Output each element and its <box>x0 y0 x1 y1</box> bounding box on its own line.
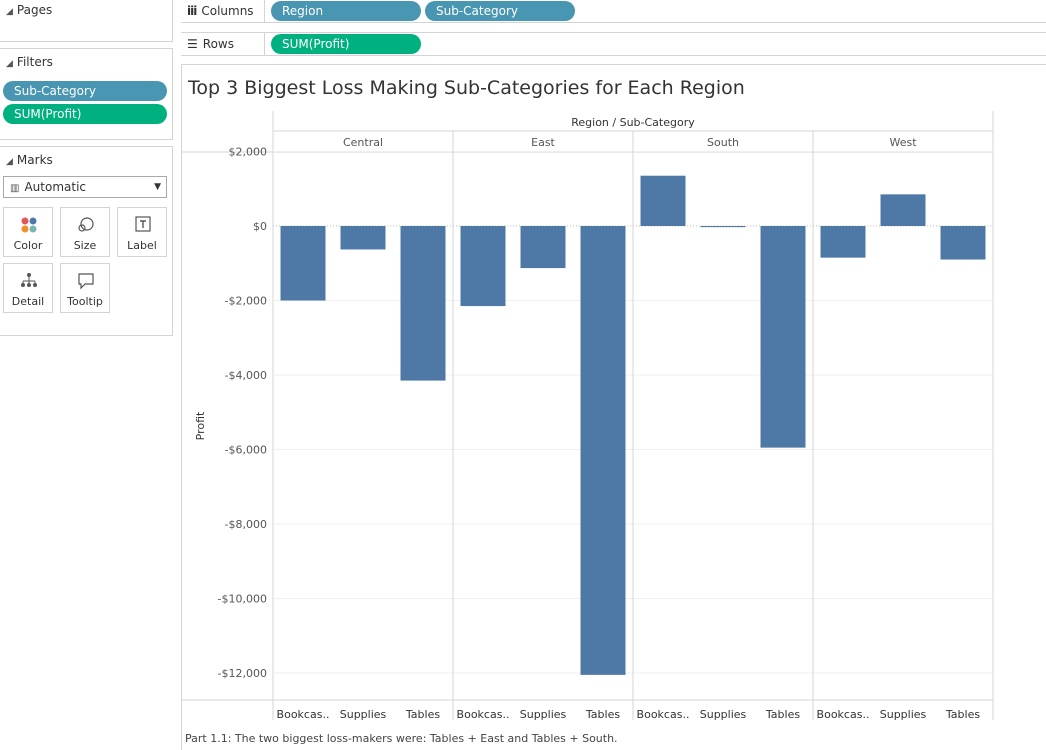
tooltip-icon <box>78 273 94 290</box>
caption-text: Part 1.1: The two biggest loss-makers we… <box>185 732 618 745</box>
filter-pill-sub-category[interactable]: Sub-Category <box>3 81 167 101</box>
columns-shelf[interactable]: iii Columns Region Sub-Category <box>181 0 1046 23</box>
marks-title: Marks <box>16 153 53 167</box>
columns-icon: iii <box>187 4 197 18</box>
marks-detail-button[interactable]: Detail <box>3 263 53 313</box>
columns-label-text: Columns <box>201 4 254 18</box>
pages-header[interactable]: ◢ Pages <box>0 0 172 20</box>
shelf-divider <box>264 33 265 55</box>
mark-type-dropdown[interactable]: ▥ Automatic ▼ <box>3 176 167 198</box>
chevron-down-icon: ▼ <box>154 182 161 192</box>
marks-label-label: Label <box>127 239 157 252</box>
rows-label-text: Rows <box>202 37 234 51</box>
columns-shelf-label: iii Columns <box>187 0 254 22</box>
filters-card: ◢ Filters Sub-Category SUM(Profit) <box>0 48 173 140</box>
pages-card: ◢ Pages <box>0 0 173 42</box>
chart-title: Top 3 Biggest Loss Making Sub-Categories… <box>188 77 745 99</box>
rows-shelf-label: ☰ Rows <box>187 33 234 55</box>
pages-title: Pages <box>16 3 53 17</box>
bar-chart-icon: ▥ <box>10 183 20 194</box>
columns-pill-region[interactable]: Region <box>271 1 421 21</box>
size-icon <box>78 217 94 232</box>
marks-header[interactable]: ◢ Marks <box>0 150 172 170</box>
marks-size-button[interactable]: Size <box>60 207 110 257</box>
collapse-caret-icon[interactable]: ◢ <box>6 59 13 69</box>
filters-header[interactable]: ◢ Filters <box>0 52 172 72</box>
filter-pill-sum-profit[interactable]: SUM(Profit) <box>3 104 167 124</box>
marks-label-button[interactable]: Label <box>117 207 167 257</box>
marks-size-label: Size <box>73 239 97 252</box>
filters-title: Filters <box>16 55 53 69</box>
rows-pill-sum-profit[interactable]: SUM(Profit) <box>271 34 421 54</box>
label-icon <box>135 216 151 232</box>
rows-icon: ☰ <box>187 37 198 51</box>
marks-color-button[interactable]: Color <box>3 207 53 257</box>
collapse-caret-icon[interactable]: ◢ <box>6 157 13 167</box>
mark-type-value: Automatic <box>24 180 86 194</box>
shelf-divider <box>264 0 265 22</box>
marks-tooltip-label: Tooltip <box>67 295 103 308</box>
marks-card: ◢ Marks ▥ Automatic ▼ Color Size Label Det… <box>0 146 173 336</box>
collapse-caret-icon[interactable]: ◢ <box>6 7 13 17</box>
detail-icon <box>21 273 37 287</box>
rows-shelf[interactable]: ☰ Rows SUM(Profit) <box>181 32 1046 56</box>
view-area <box>181 64 1046 750</box>
marks-color-label: Color <box>13 239 43 252</box>
columns-pill-sub-category[interactable]: Sub-Category <box>425 1 575 21</box>
marks-detail-label: Detail <box>11 295 45 308</box>
color-icon <box>21 217 37 233</box>
marks-tooltip-button[interactable]: Tooltip <box>60 263 110 313</box>
